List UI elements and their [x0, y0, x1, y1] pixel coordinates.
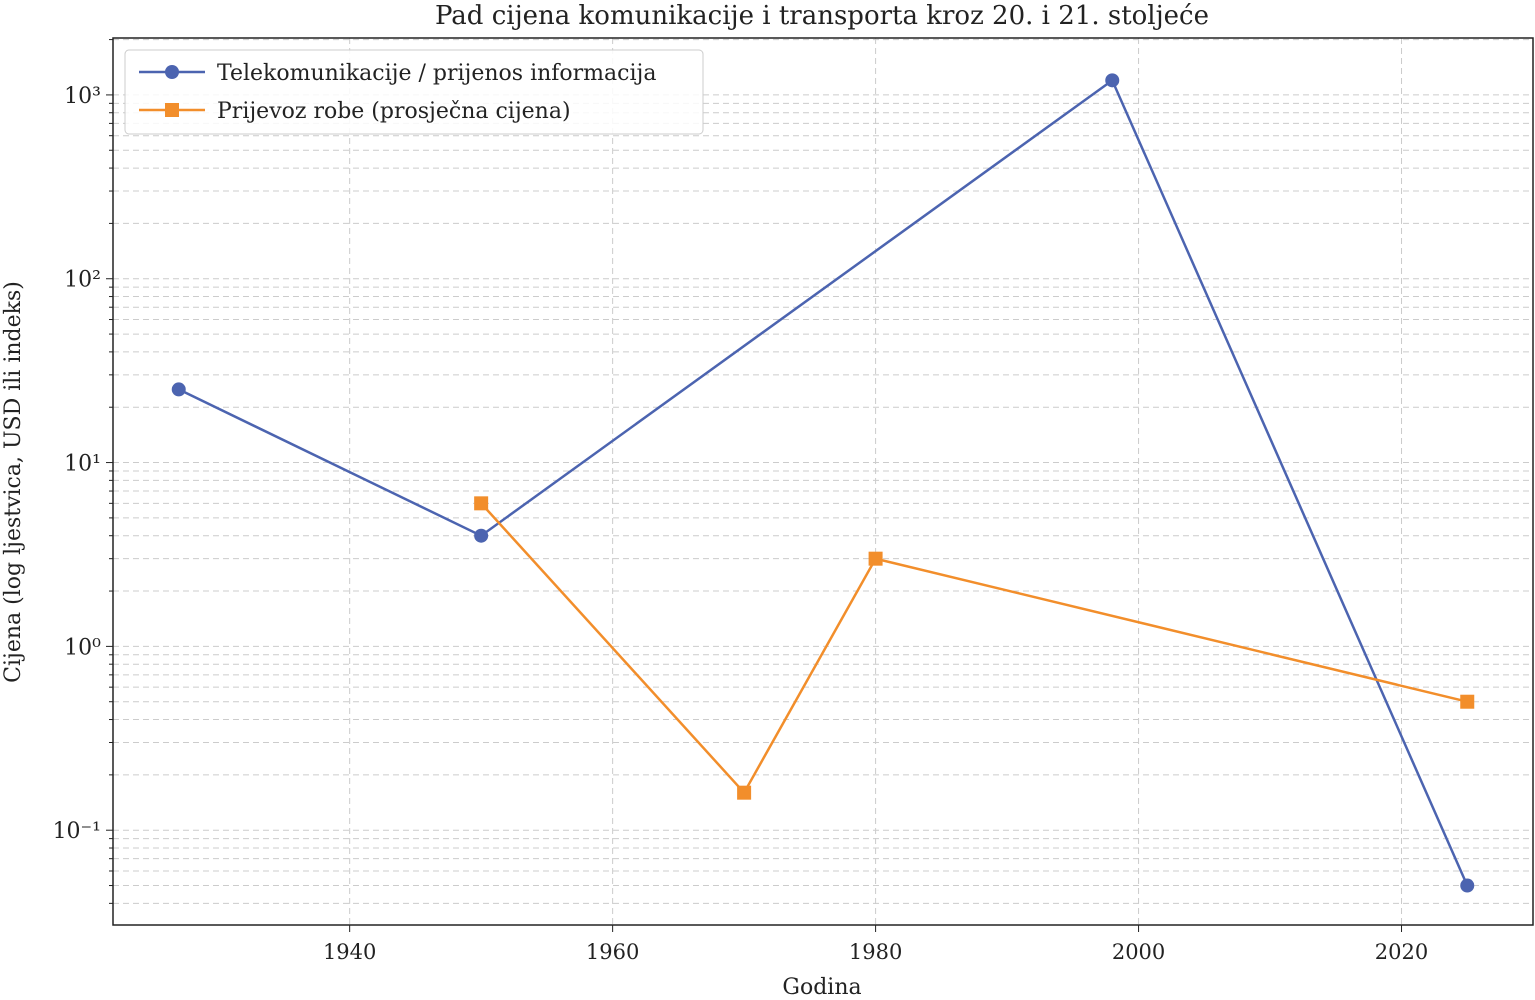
marker	[474, 528, 489, 543]
y-axis-label: Cijena (log ljestvica, USD ili indeks)	[1, 281, 26, 683]
x-tick-label: 1960	[586, 940, 639, 964]
series-line	[480, 502, 1468, 795]
y-tick-label: 10⁻¹	[53, 819, 101, 844]
x-tick-label: 2020	[1375, 940, 1428, 964]
marker	[474, 496, 489, 511]
chart-title: Pad cijena komunikacije i transporta kro…	[435, 1, 1209, 31]
y-tick-label: 10³	[64, 84, 101, 109]
series-line	[178, 78, 1469, 887]
marker	[1105, 73, 1120, 88]
plot-frame	[112, 37, 1534, 926]
marker	[1460, 878, 1475, 893]
marker	[1460, 694, 1475, 709]
legend-label: Telekomunikacije / prijenos informacija	[217, 61, 656, 86]
marker	[171, 382, 186, 397]
legend-marker	[165, 65, 179, 79]
legend-label: Prijevoz robe (prosječna cijena)	[217, 99, 571, 124]
legend-box	[124, 49, 704, 135]
y-tick-label: 10²	[64, 268, 101, 293]
x-tick-label: 1940	[323, 940, 376, 964]
x-axis-label: Godina	[782, 975, 861, 996]
y-tick-label: 10⁰	[64, 635, 101, 660]
x-tick-label: 2000	[1112, 940, 1165, 964]
legend-marker	[165, 103, 179, 117]
x-tick-label: 1980	[849, 940, 902, 964]
marker	[737, 785, 752, 800]
y-tick-label: 10¹	[64, 452, 101, 477]
marker	[868, 551, 883, 566]
